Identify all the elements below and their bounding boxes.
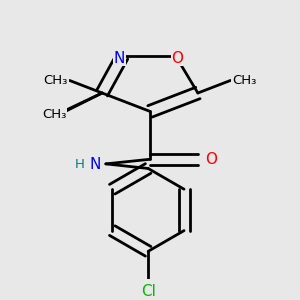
Text: N: N	[114, 50, 125, 65]
Text: H: H	[75, 158, 85, 171]
Text: N: N	[89, 157, 100, 172]
Text: O: O	[172, 50, 184, 65]
Text: O: O	[205, 152, 217, 167]
Text: Cl: Cl	[141, 284, 156, 299]
Text: CH₃: CH₃	[232, 74, 256, 87]
Text: CH₃: CH₃	[44, 74, 68, 87]
Text: CH₃: CH₃	[42, 108, 67, 121]
